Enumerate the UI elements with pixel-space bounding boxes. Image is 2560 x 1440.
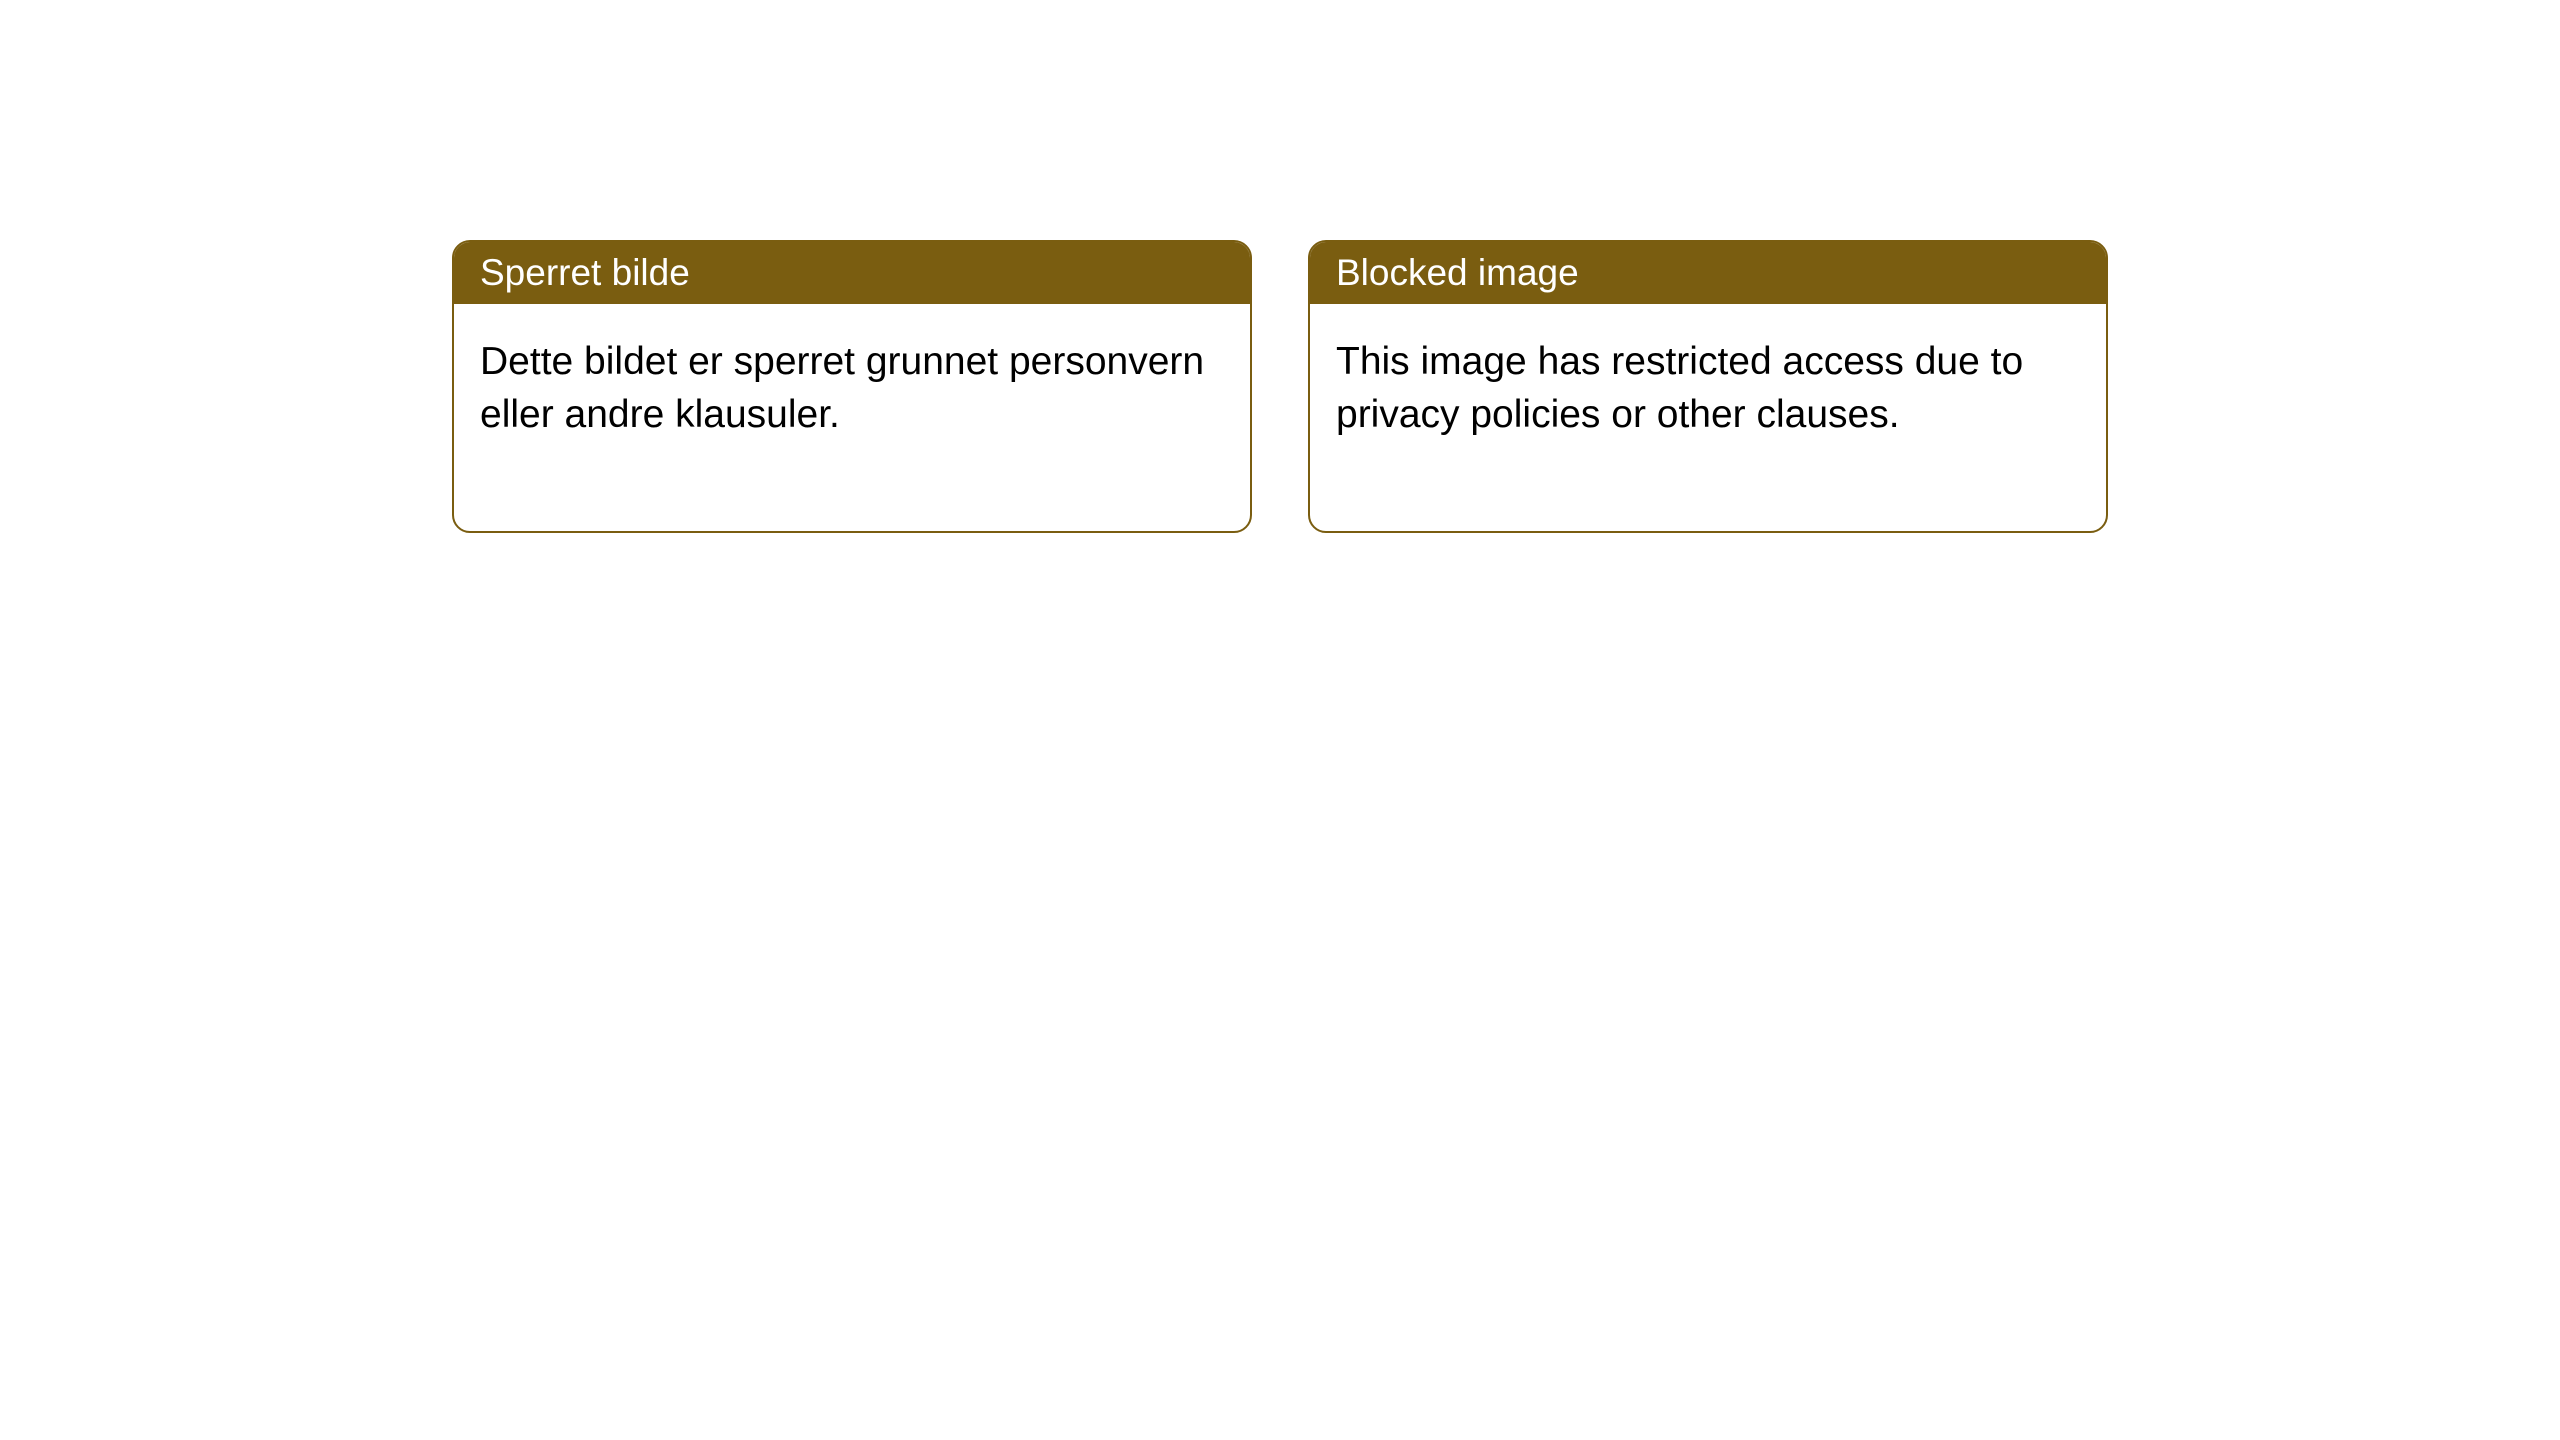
blocked-image-card-no: Sperret bilde Dette bildet er sperret gr… (452, 240, 1252, 533)
cards-container: Sperret bilde Dette bildet er sperret gr… (452, 240, 2108, 533)
card-header-text: Sperret bilde (480, 252, 690, 293)
card-header-text: Blocked image (1336, 252, 1579, 293)
blocked-image-card-en: Blocked image This image has restricted … (1308, 240, 2108, 533)
card-body: Dette bildet er sperret grunnet personve… (454, 304, 1250, 531)
card-body-text: This image has restricted access due to … (1336, 340, 2023, 436)
card-header: Blocked image (1310, 242, 2106, 304)
card-body-text: Dette bildet er sperret grunnet personve… (480, 340, 1204, 436)
card-body: This image has restricted access due to … (1310, 304, 2106, 531)
card-header: Sperret bilde (454, 242, 1250, 304)
